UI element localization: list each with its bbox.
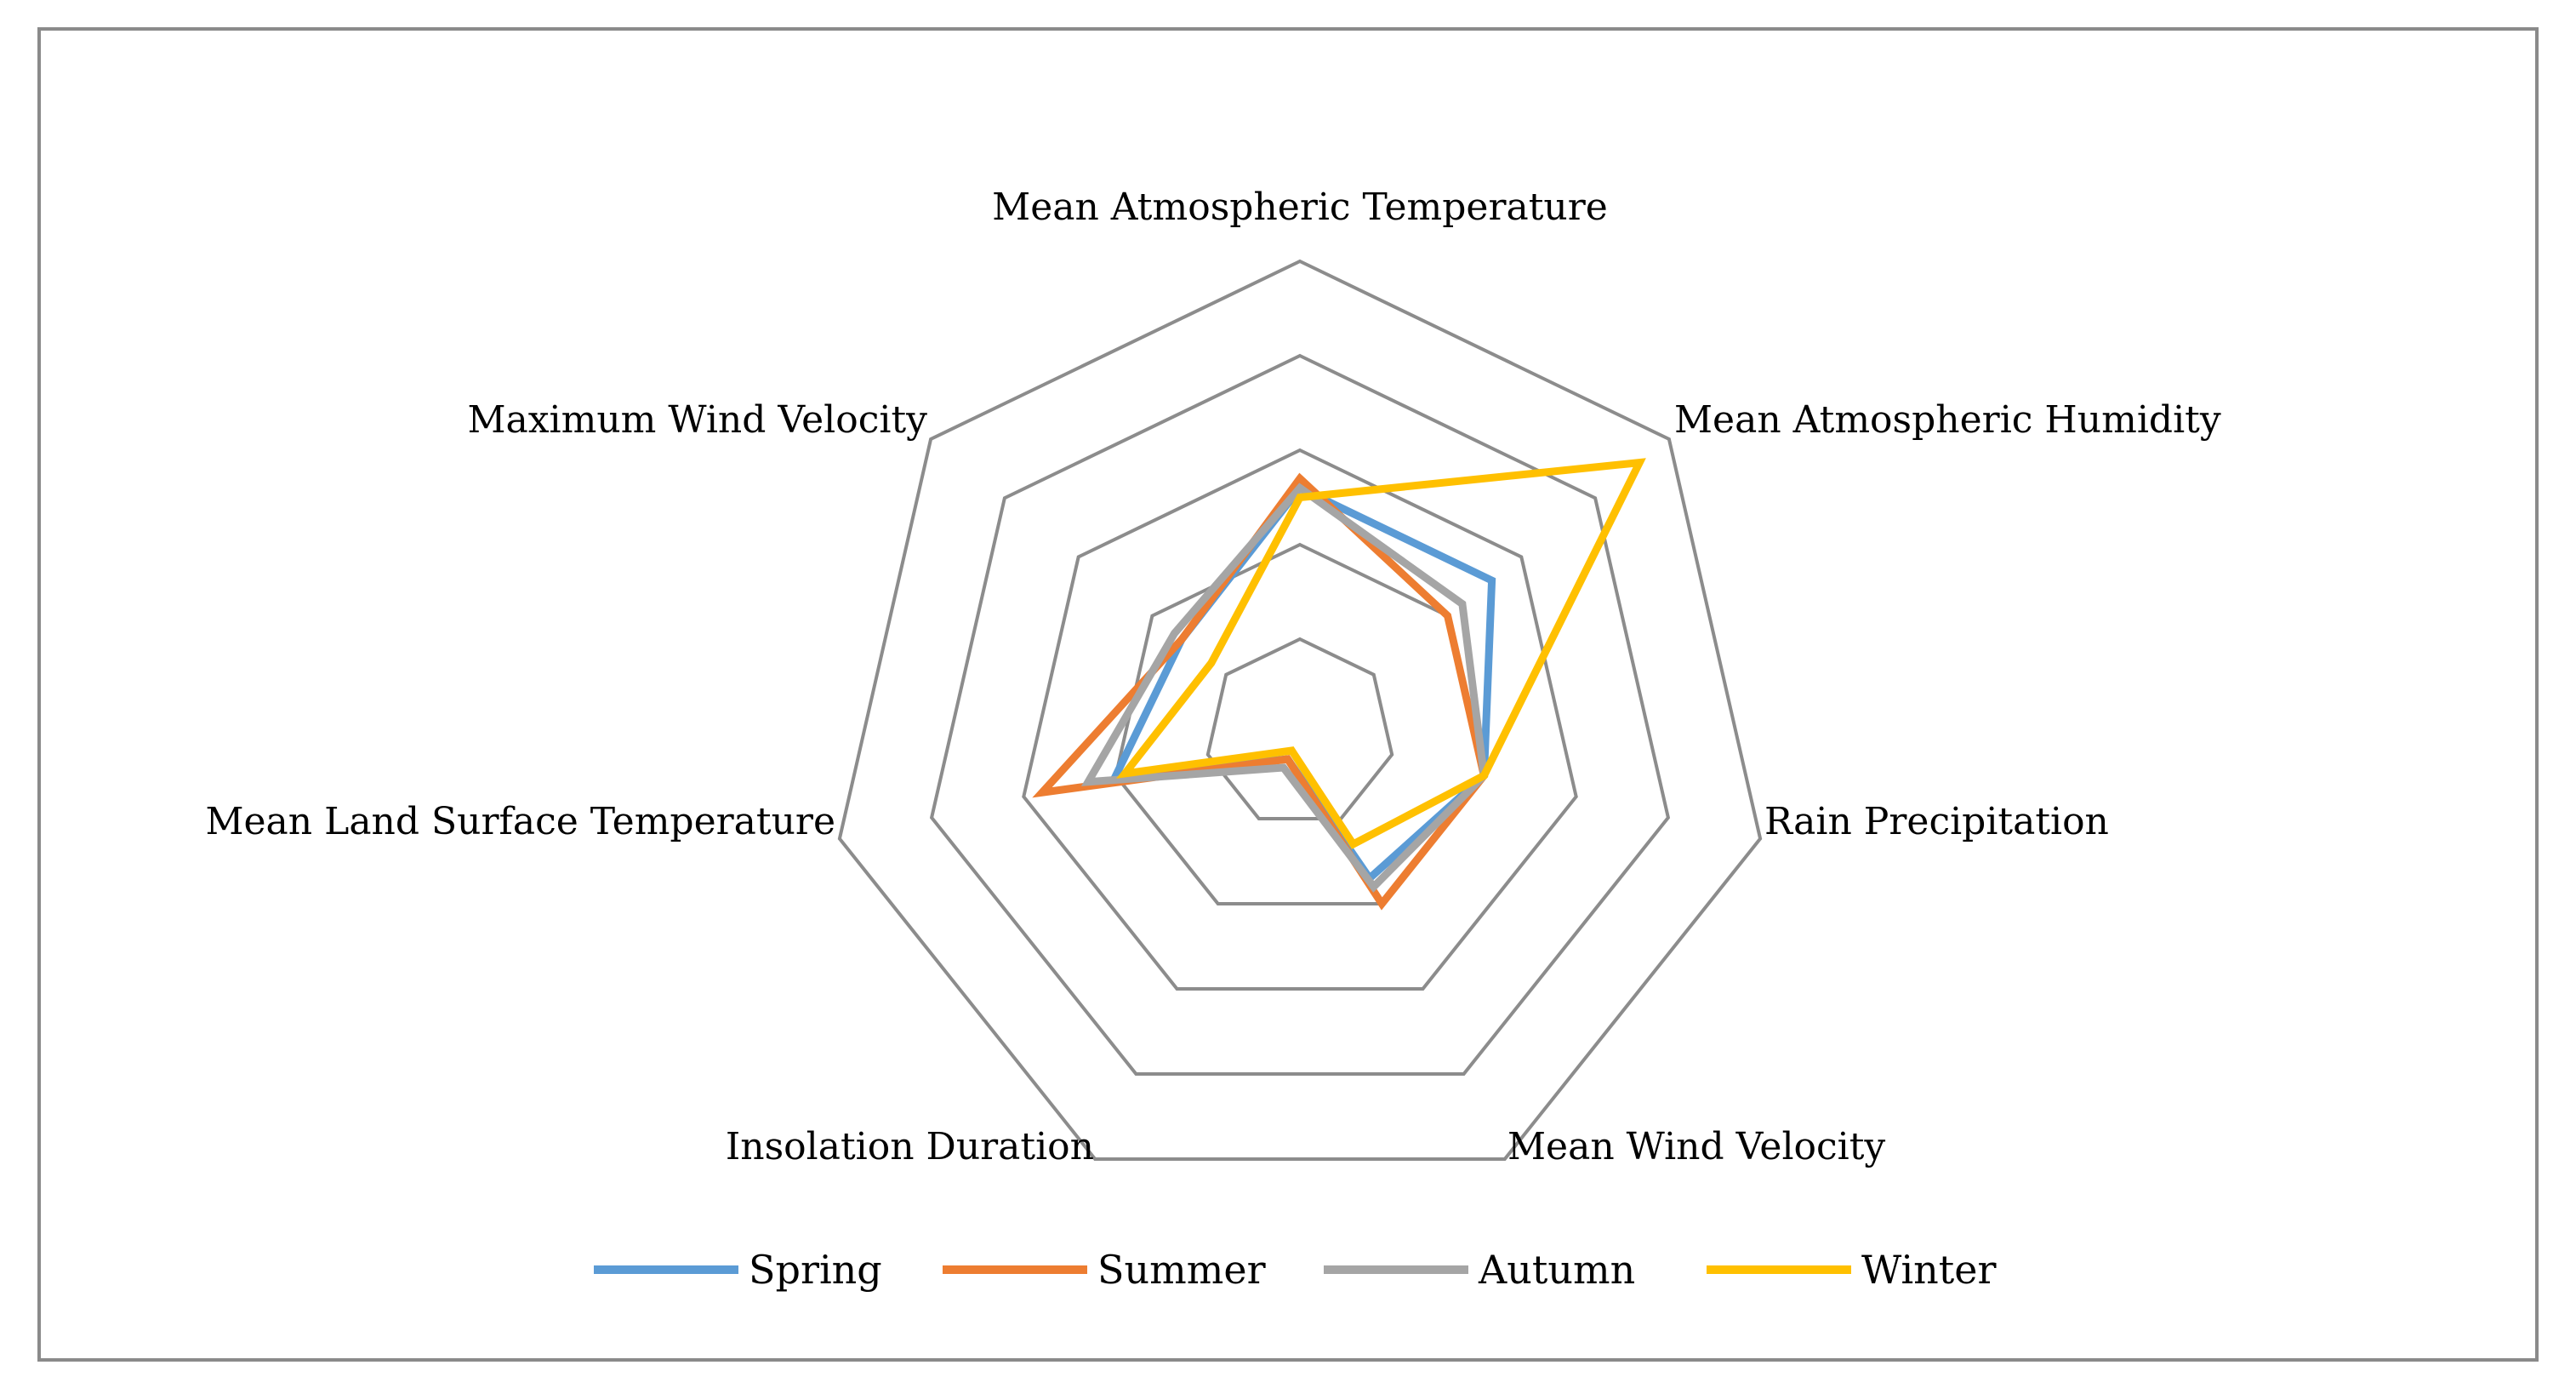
grid-ring-1 xyxy=(1205,637,1394,820)
series-winter xyxy=(1116,458,1646,849)
grid-ring-5 xyxy=(837,259,1763,1161)
radar-series xyxy=(1032,458,1646,911)
axis-label-mean-atmospheric-temperature: Mean Atmospheric Temperature xyxy=(992,186,1608,229)
axis-label-insolation-duration: Insolation Duration xyxy=(726,1125,1094,1168)
legend-label-winter: Winter xyxy=(1861,1247,1997,1293)
axis-label-mean-atmospheric-humidity: Mean Atmospheric Humidity xyxy=(1674,398,2221,442)
legend-item-autumn: Autumn xyxy=(1324,1247,1635,1293)
axis-label-mean-land-surface-temperature: Mean Land Surface Temperature xyxy=(205,800,835,843)
axis-label-mean-wind-velocity: Mean Wind Velocity xyxy=(1507,1125,1885,1168)
axis-label-maximum-wind-velocity: Maximum Wind Velocity xyxy=(467,398,927,442)
legend: Spring Summer Autumn Winter xyxy=(594,1247,1997,1293)
legend-item-summer: Summer xyxy=(943,1247,1266,1293)
legend-label-autumn: Autumn xyxy=(1478,1247,1635,1293)
chart-frame xyxy=(37,27,2539,1362)
axis-labels: Mean Atmospheric Temperature Mean Atmosp… xyxy=(205,186,2220,1168)
legend-item-winter: Winter xyxy=(1707,1247,1997,1293)
axis-label-rain-precipitation: Rain Precipitation xyxy=(1764,800,2109,843)
series-autumn xyxy=(1080,483,1489,893)
grid-ring-3 xyxy=(1022,448,1578,991)
legend-item-spring: Spring xyxy=(594,1247,882,1293)
radar-grid xyxy=(837,259,1763,1161)
legend-label-summer: Summer xyxy=(1097,1247,1266,1293)
grid-ring-4 xyxy=(929,353,1671,1076)
legend-label-spring: Spring xyxy=(749,1247,882,1293)
